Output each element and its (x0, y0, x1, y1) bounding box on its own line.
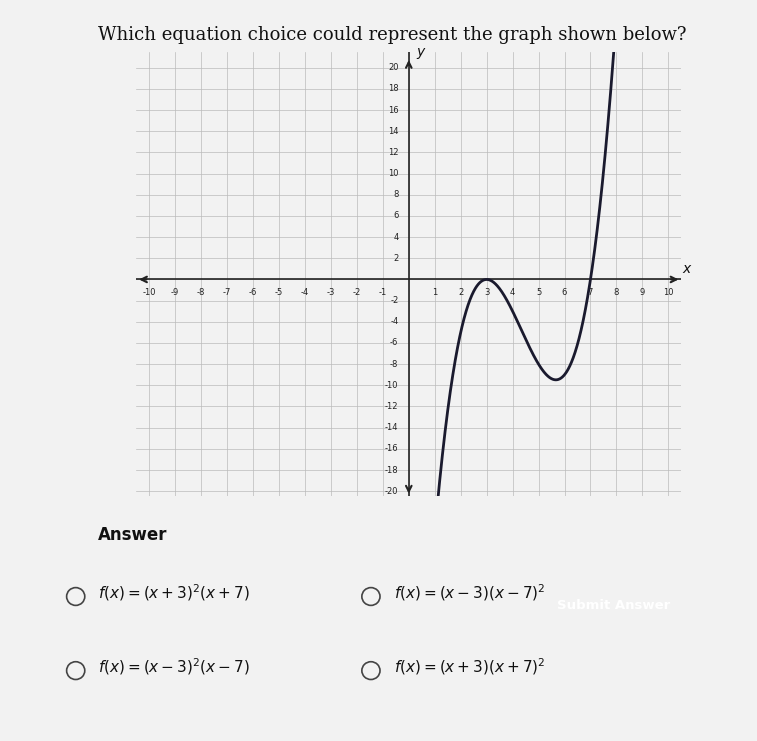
Text: 9: 9 (640, 288, 645, 297)
Text: 12: 12 (388, 148, 398, 157)
Text: 10: 10 (663, 288, 674, 297)
Text: Submit Answer: Submit Answer (556, 599, 670, 612)
Text: -2: -2 (353, 288, 361, 297)
Text: -6: -6 (390, 339, 398, 348)
Text: -20: -20 (385, 487, 398, 496)
Text: 14: 14 (388, 127, 398, 136)
Text: 5: 5 (536, 288, 541, 297)
Text: 2: 2 (393, 253, 398, 263)
Text: -8: -8 (390, 359, 398, 369)
Text: 20: 20 (388, 63, 398, 73)
Text: Which equation choice could represent the graph shown below?: Which equation choice could represent th… (98, 26, 687, 44)
Text: -4: -4 (301, 288, 309, 297)
Text: 18: 18 (388, 84, 398, 93)
Text: 3: 3 (484, 288, 489, 297)
Text: -18: -18 (385, 465, 398, 474)
Text: -8: -8 (197, 288, 205, 297)
Text: Answer: Answer (98, 526, 168, 544)
Text: $f(x) = (x+3)(x+7)^2$: $f(x) = (x+3)(x+7)^2$ (394, 657, 545, 677)
Text: $f(x) = (x-3)^2(x-7)$: $f(x) = (x-3)^2(x-7)$ (98, 657, 250, 677)
Text: -7: -7 (223, 288, 232, 297)
Text: 16: 16 (388, 105, 398, 115)
Text: -5: -5 (275, 288, 283, 297)
Text: 1: 1 (432, 288, 438, 297)
Text: 4: 4 (393, 233, 398, 242)
Text: -2: -2 (390, 296, 398, 305)
Text: -3: -3 (327, 288, 335, 297)
Text: -12: -12 (385, 402, 398, 411)
Text: $f(x) = (x+3)^2(x+7)$: $f(x) = (x+3)^2(x+7)$ (98, 582, 250, 603)
Text: 8: 8 (393, 190, 398, 199)
Text: 10: 10 (388, 169, 398, 178)
Text: -10: -10 (142, 288, 156, 297)
Text: -4: -4 (390, 317, 398, 326)
Text: 4: 4 (510, 288, 516, 297)
Text: $f(x) = (x-3)(x-7)^2$: $f(x) = (x-3)(x-7)^2$ (394, 582, 545, 603)
Text: y: y (416, 45, 425, 59)
Text: -14: -14 (385, 423, 398, 432)
Text: -1: -1 (378, 288, 387, 297)
Text: -6: -6 (249, 288, 257, 297)
Text: 6: 6 (562, 288, 567, 297)
Text: -16: -16 (385, 445, 398, 453)
Text: -9: -9 (171, 288, 179, 297)
Text: 8: 8 (614, 288, 619, 297)
Text: -10: -10 (385, 381, 398, 390)
Text: 2: 2 (458, 288, 463, 297)
Text: 7: 7 (587, 288, 593, 297)
Text: x: x (682, 262, 690, 276)
Text: 6: 6 (393, 211, 398, 221)
